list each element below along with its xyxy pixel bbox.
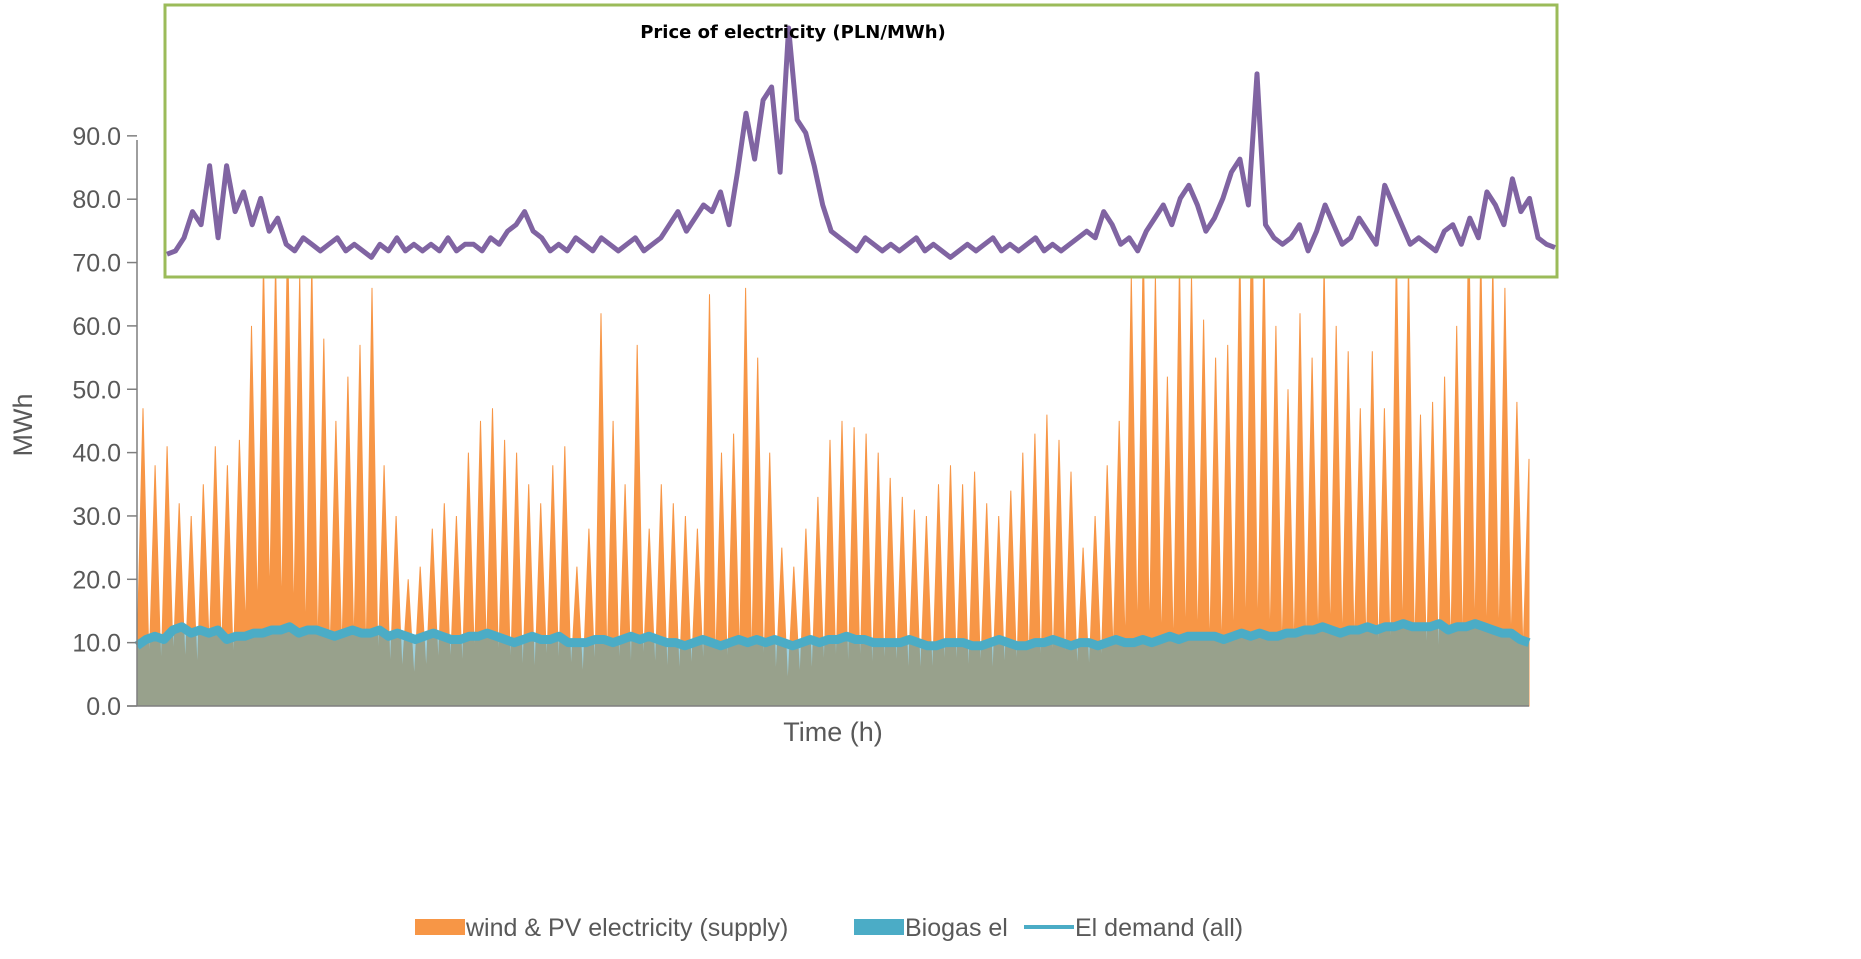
price-inset-title: Price of electricity (PLN/MWh): [640, 22, 946, 43]
y-tick-label: 90.0: [72, 123, 121, 151]
price-line-series: [166, 25, 1556, 260]
price-inset: Price of electricity (PLN/MWh): [163, 3, 1559, 279]
y-tick-label: 10.0: [72, 630, 121, 658]
legend: wind & PV electricity (supply) Biogas el…: [415, 914, 1243, 942]
y-tick-label: 30.0: [72, 503, 121, 531]
y-tick-label: 20.0: [72, 566, 121, 594]
demand-line-series: [134, 619, 1531, 651]
y-axis-title: MWh: [8, 394, 38, 457]
legend-swatch-supply: [415, 919, 465, 935]
legend-swatch-biogas: [854, 919, 904, 935]
price-inset-frame: [163, 3, 1559, 279]
y-tick-label: 50.0: [72, 376, 121, 404]
y-tick-label: 80.0: [72, 186, 121, 214]
legend-label-supply: wind & PV electricity (supply): [465, 914, 788, 942]
y-tick-label: 40.0: [72, 440, 121, 468]
y-tick-label: 70.0: [72, 250, 121, 278]
x-axis-title: Time (h): [783, 717, 883, 747]
legend-label-biogas: Biogas el: [905, 914, 1008, 942]
main-plot: 0.010.020.030.040.050.060.070.080.090.0 …: [8, 123, 1531, 747]
y-tick-label: 60.0: [72, 313, 121, 341]
biogas-area-series: [137, 623, 1529, 706]
legend-label-demand: El demand (all): [1075, 914, 1243, 942]
y-tick-label: 0.0: [86, 693, 121, 721]
y-tick-labels: 0.0 10.0 20.0 30.0 40.0 50.0 60.0 70.0 80.0 90.0: [72, 123, 137, 721]
